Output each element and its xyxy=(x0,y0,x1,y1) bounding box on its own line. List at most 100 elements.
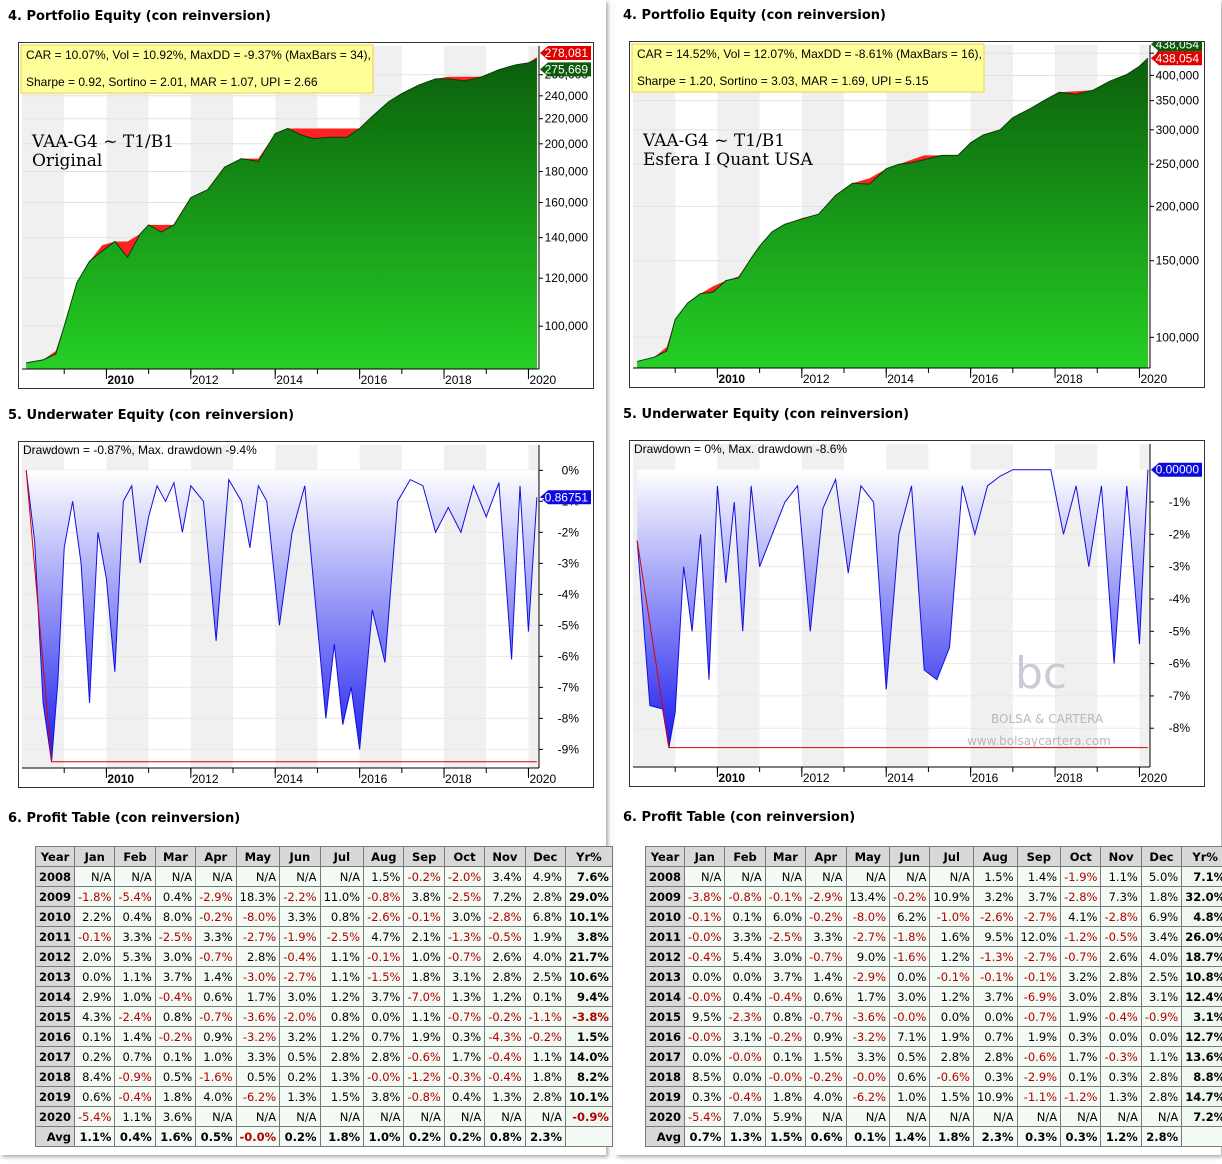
month-cell: -0.3% xyxy=(1100,1046,1142,1067)
year-total-cell: 8.2% xyxy=(564,1066,613,1087)
year-cell: 2017 xyxy=(34,1046,76,1067)
month-cell: 1.1% xyxy=(524,1046,566,1067)
y-tick-label: 160,000 xyxy=(545,196,589,210)
month-cell: -0.7% xyxy=(443,1006,486,1027)
equity-section-title: 4. Portfolio Equity (con reinversion) xyxy=(623,8,886,23)
month-cell: 0.5% xyxy=(235,1066,281,1087)
month-cell: N/A xyxy=(319,866,365,887)
y-tick-label: 0% xyxy=(562,463,580,477)
month-cell: -0.4% xyxy=(484,1066,526,1087)
strategy-label-1: VAA-G4 ~ T1/B1 xyxy=(31,132,174,152)
month-cell: 1.7% xyxy=(845,986,891,1007)
month-cell: 2.8% xyxy=(484,966,526,987)
month-cell: -0.6% xyxy=(1016,1046,1062,1067)
month-cell: 2.8% xyxy=(235,946,281,967)
drawdown-badge-text: 0.00000 xyxy=(1156,463,1200,477)
month-cell: -0.1% xyxy=(74,926,116,947)
x-tick-label: 2014 xyxy=(887,372,914,386)
month-cell: -0.7% xyxy=(1016,1006,1062,1027)
year-cell: 2018 xyxy=(644,1066,686,1087)
year-cell: 2008 xyxy=(34,866,76,887)
month-cell: 0.3% xyxy=(443,1026,486,1047)
month-cell: -2.8% xyxy=(1060,886,1102,907)
year-cell: 2020 xyxy=(644,1106,686,1127)
month-cell: N/A xyxy=(805,1106,847,1127)
month-cell: 1.9% xyxy=(929,1026,974,1047)
y-tick-label: 350,000 xyxy=(1156,94,1200,108)
month-cell: 18.3% xyxy=(235,886,281,907)
month-cell: N/A xyxy=(929,1106,974,1127)
month-cell: 8.5% xyxy=(684,1066,726,1087)
table-header-row: Year Jan Feb Mar Apr May Jun Jul Aug Sep Oct Nov Dec… xyxy=(644,846,1222,867)
column-header: Nov xyxy=(1100,846,1142,867)
column-header: Yr% xyxy=(1181,846,1222,867)
month-cell: 5.9% xyxy=(764,1106,807,1127)
month-cell: -0.1% xyxy=(1016,966,1062,987)
month-cell: 0.2% xyxy=(74,1046,116,1067)
month-cell: -0.8% xyxy=(403,1086,445,1107)
x-tick-label: 2020 xyxy=(1140,771,1167,785)
month-cell: 0.9% xyxy=(805,1026,847,1047)
y-tick-label: -6% xyxy=(1169,657,1191,671)
underwater-chart-svg: 0%-1%-2%-3%-4%-5%-6%-7%-8%-9%20102012201… xyxy=(22,443,591,786)
month-cell: -1.3% xyxy=(972,946,1018,967)
month-cell: N/A xyxy=(764,866,807,887)
month-cell: N/A xyxy=(235,866,281,887)
last-value-badge-red xyxy=(1151,51,1202,66)
month-cell: -0.6% xyxy=(403,1046,445,1067)
month-cell: 7.0% xyxy=(724,1106,766,1127)
x-tick-label: 2016 xyxy=(361,373,388,387)
drawdown-header: Drawdown = -0.87%, Max. drawdown -9.4% xyxy=(23,443,257,457)
month-cell: 3.0% xyxy=(889,986,931,1007)
table-row: 2016 0.1% 1.4% -0.2% 0.9% -3.2% 3.2% 1.2% 0.7% 1.… xyxy=(34,1026,613,1047)
table-row: 2015 9.5% -2.3% 0.8% -0.7% -3.6% -0.0% 0.0% 0.0%… xyxy=(644,1006,1222,1027)
month-cell: N/A xyxy=(805,866,847,887)
month-cell: -0.0% xyxy=(235,1126,281,1147)
month-cell: 1.4% xyxy=(805,966,847,987)
month-cell: 1.9% xyxy=(524,926,566,947)
year-total-cell: 13.6% xyxy=(1181,1046,1222,1067)
month-cell: N/A xyxy=(929,866,974,887)
month-cell: 3.0% xyxy=(443,906,486,927)
month-cell: 2.3% xyxy=(972,1126,1018,1147)
table-row: 2013 0.0% 0.0% 3.7% 1.4% -2.9% 0.0% -0.1% -0.1% -… xyxy=(644,966,1222,987)
month-cell: 10.9% xyxy=(972,1086,1018,1107)
month-cell: N/A xyxy=(403,1106,445,1127)
column-header: Jul xyxy=(319,846,365,867)
equity-section-title: 4. Portfolio Equity (con reinversion) xyxy=(8,9,271,24)
table-row: 2012 -0.4% 5.4% 3.0% -0.7% 9.0% -1.6% 1.2% -1.3%… xyxy=(644,946,1222,967)
month-cell: -6.2% xyxy=(235,1086,281,1107)
year-total-cell: 10.6% xyxy=(564,966,613,987)
month-cell: -5.4% xyxy=(684,1106,726,1127)
watermark-logo: bc xyxy=(1015,648,1068,699)
month-cell: -1.8% xyxy=(889,926,931,947)
month-cell: 1.3% xyxy=(724,1126,766,1147)
table-row: 2018 8.5% 0.0% -0.0% -0.2% -0.0% 0.6% -0.6% 0.3%… xyxy=(644,1066,1222,1087)
profit-table-title: 6. Profit Table (con reinversion) xyxy=(8,811,241,826)
month-cell: N/A xyxy=(363,1106,405,1127)
year-total-cell: 8.8% xyxy=(1181,1066,1222,1087)
year-total-cell: 7.2% xyxy=(1181,1106,1222,1127)
column-header: Feb xyxy=(114,846,156,867)
month-cell: 0.4% xyxy=(443,1086,486,1107)
month-cell: -0.0% xyxy=(684,1026,726,1047)
month-cell: 1.0% xyxy=(889,1086,931,1107)
month-cell: -0.9% xyxy=(1140,1006,1183,1027)
month-cell: -0.2% xyxy=(764,1026,807,1047)
month-cell: 0.0% xyxy=(684,966,726,987)
month-cell: -0.0% xyxy=(764,1066,807,1087)
month-cell: 3.6% xyxy=(154,1106,197,1127)
month-cell: 3.8% xyxy=(403,886,445,907)
month-cell: 2.8% xyxy=(524,886,566,907)
month-cell: 1.8% xyxy=(403,966,445,987)
equity-chart-svg: 100,000 150,000 200,000 250,000 300,000 350,0… xyxy=(631,42,1202,386)
y-tick-label: -2% xyxy=(558,525,580,539)
year-cell: 2013 xyxy=(644,966,686,987)
underwater-section-title: 5. Underwater Equity (con reinversion) xyxy=(623,407,910,422)
drawdown-header: Drawdown = 0%, Max. drawdown -8.6% xyxy=(634,442,847,456)
month-cell: 0.0% xyxy=(363,1006,405,1027)
month-cell: 1.1% xyxy=(1100,866,1142,887)
month-cell: N/A xyxy=(74,866,116,887)
last-value-badge-red-text: 438,054 xyxy=(1156,51,1200,65)
month-cell: 1.1% xyxy=(114,1106,156,1127)
